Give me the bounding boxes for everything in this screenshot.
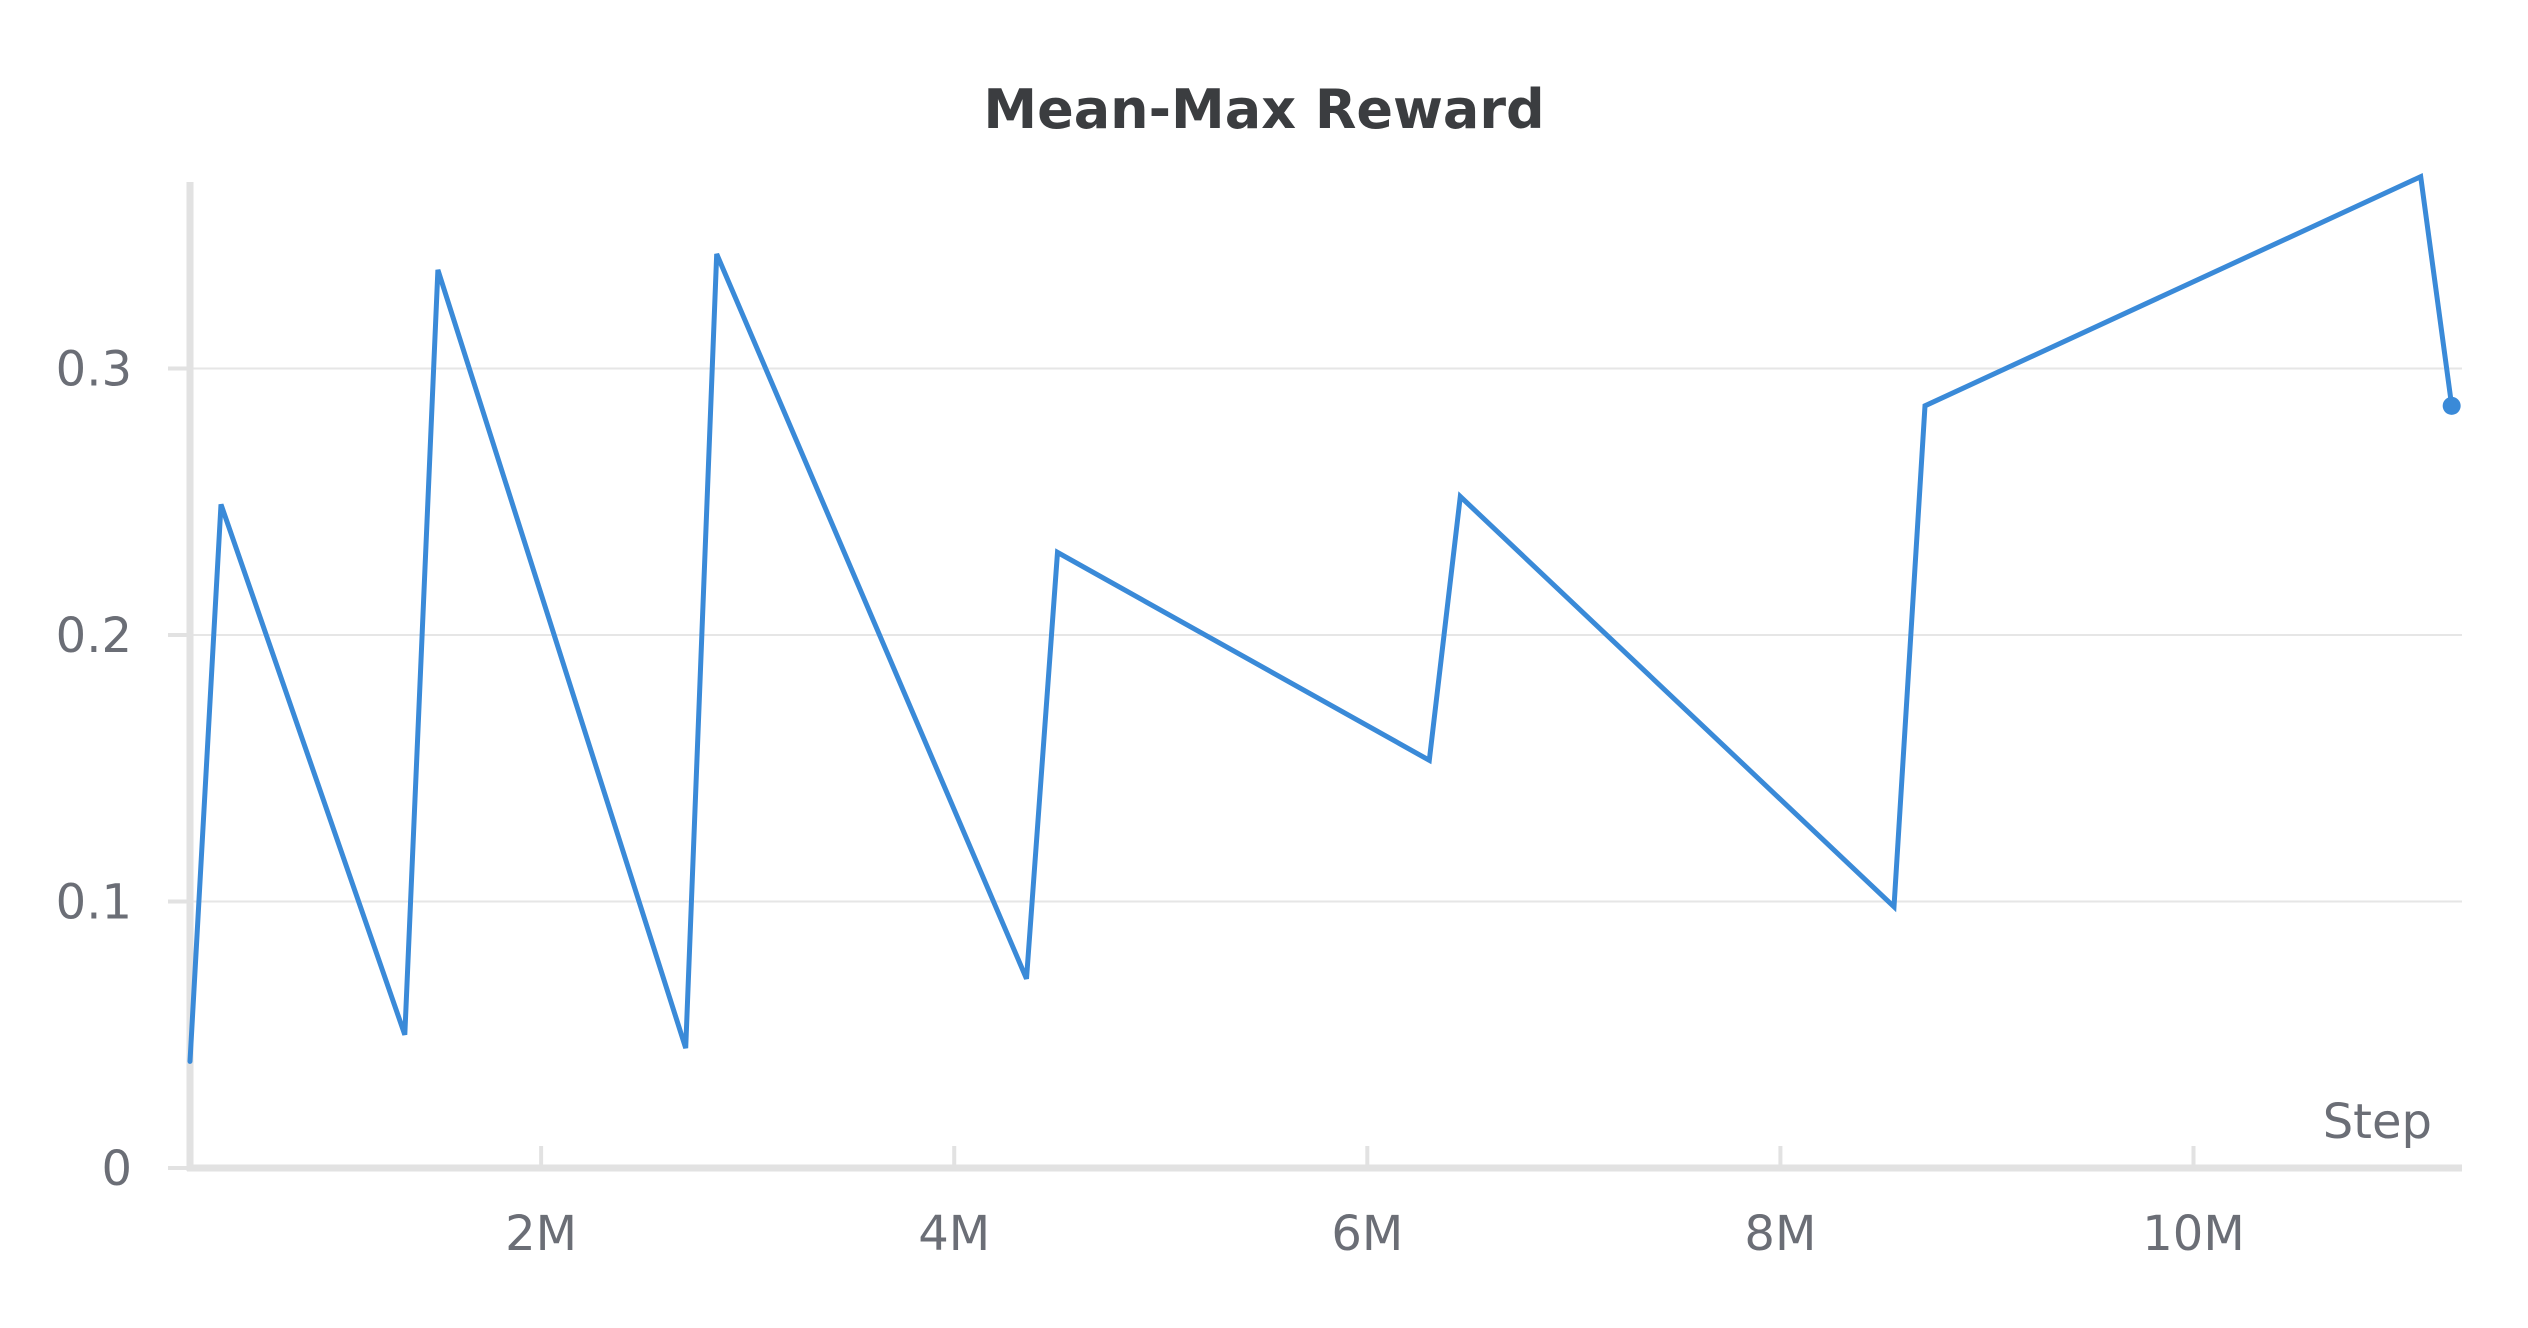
x-axis-label: Step xyxy=(2323,1094,2432,1150)
y-tick-label: 0.2 xyxy=(56,608,132,664)
x-tick-label: 4M xyxy=(918,1206,990,1262)
x-tick-label: 8M xyxy=(1744,1206,1816,1262)
y-tick-label: 0.3 xyxy=(56,342,132,398)
series-end-point xyxy=(2442,396,2461,415)
series-line xyxy=(187,173,2455,1064)
x-tick-label: 10M xyxy=(2142,1206,2245,1262)
series-layer xyxy=(187,173,2461,1064)
axis-layer: 0 0.1 0.2 0.3 2M 4M 6M 8M 10M xyxy=(56,182,2462,1262)
y-tick-label: 0 xyxy=(101,1141,132,1197)
x-tick-label: 2M xyxy=(505,1206,577,1262)
chart-title: Mean-Max Reward xyxy=(983,78,1544,141)
y-tick-label: 0.1 xyxy=(56,875,132,931)
x-tick-label: 6M xyxy=(1331,1206,1403,1262)
grid-layer xyxy=(190,367,2462,903)
